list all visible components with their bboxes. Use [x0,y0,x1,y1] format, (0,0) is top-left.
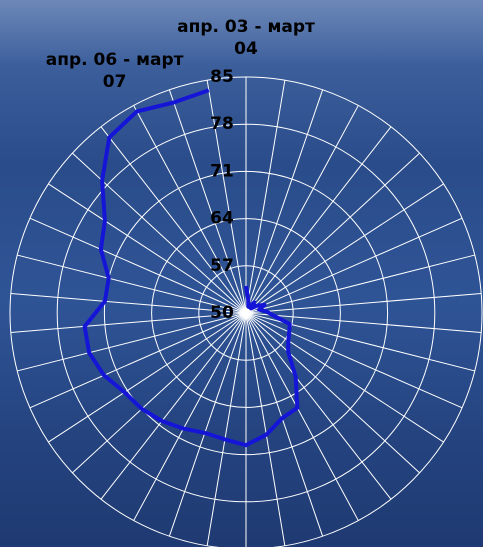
category-label-line: 04 [234,39,258,59]
spoke [245,312,444,443]
spoke [245,312,475,372]
spoke [245,152,420,314]
spoke [100,126,247,314]
spoke [245,312,359,521]
spoke [17,254,247,314]
spoke [245,126,392,314]
y-tick-label: 57 [210,256,234,276]
spoke [245,312,420,474]
category-label-line: апр. 06 - март [46,50,184,70]
spoke [206,80,247,314]
spoke [29,312,247,409]
spoke [29,217,247,314]
spoke [168,312,247,537]
spoke [245,312,482,333]
spoke [245,254,475,314]
spoke [245,80,286,314]
spoke [10,312,247,333]
spoke [48,312,247,443]
spoke [72,312,247,474]
spoke [245,312,463,409]
spoke [245,312,324,537]
spoke [133,312,247,521]
category-label: апр. 03 - март 04 [177,17,315,59]
spoke [245,89,324,314]
category-label: апр. 06 - март 07 [46,50,184,92]
spoke [48,183,247,314]
spoke [100,312,247,500]
series-line [82,88,300,448]
spoke [245,105,359,314]
y-tick-label: 85 [210,67,234,87]
spoke [17,312,247,372]
y-tick-label: 71 [210,161,234,181]
spoke [206,312,247,546]
spoke [245,293,482,314]
y-tick-label: 64 [210,209,234,229]
y-tick-label: 78 [210,114,234,134]
spoke [168,89,247,314]
spoke [245,312,392,500]
y-tick-label: 50 [210,303,234,323]
category-label-line: апр. 03 - март [177,17,315,37]
category-label-line: 07 [103,72,127,92]
spoke [133,105,247,314]
spoke [245,312,286,546]
spoke [245,217,463,314]
spoke [10,293,247,314]
spoke [245,183,444,314]
